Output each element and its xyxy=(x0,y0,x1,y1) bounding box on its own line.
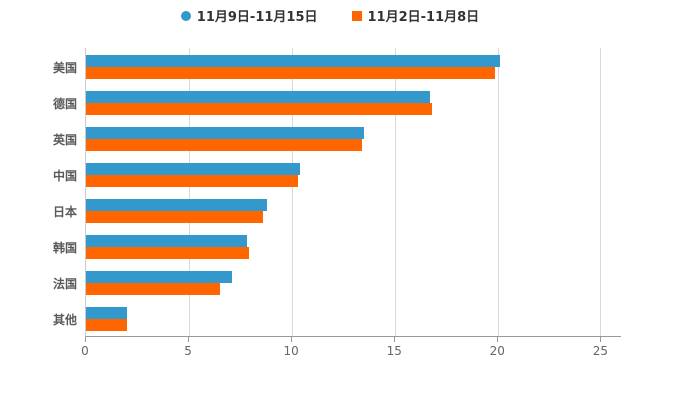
bar-group xyxy=(86,156,621,192)
x-tick-label: 25 xyxy=(592,344,609,358)
x-tick xyxy=(291,337,293,342)
category-label: 韩国 xyxy=(52,241,77,256)
legend-circle-marker-icon xyxy=(180,10,191,21)
bar xyxy=(86,127,364,139)
category-label: 日本 xyxy=(52,205,77,220)
legend-item-week2[interactable]: 11月9日-11月15日 xyxy=(180,6,318,25)
gridline xyxy=(394,48,396,336)
bar-group xyxy=(86,120,621,156)
legend-label: 11月9日-11月15日 xyxy=(196,10,318,25)
chart-legend: 11月9日-11月15日 11月2日-11月8日 xyxy=(0,6,660,25)
bar xyxy=(86,67,496,79)
bar xyxy=(86,55,500,67)
legend-item-week1[interactable]: 11月2日-11月8日 xyxy=(351,6,480,25)
bar xyxy=(86,139,362,151)
category-label: 中国 xyxy=(52,168,77,183)
x-tick xyxy=(394,337,396,342)
y-axis-category-labels: 美国德国英国中国日本韩国法国其他 xyxy=(0,48,85,337)
category-label: 德国 xyxy=(52,96,77,111)
gridline xyxy=(291,48,293,336)
bar xyxy=(86,199,268,211)
bar-group xyxy=(86,192,621,228)
gridline xyxy=(600,48,602,336)
category-label: 美国 xyxy=(52,60,77,75)
bar xyxy=(86,235,247,247)
bar xyxy=(86,271,233,283)
plot-area xyxy=(85,48,621,337)
bar-rows xyxy=(86,48,621,336)
bar xyxy=(86,247,249,259)
bar xyxy=(86,103,432,115)
x-tick-label: 10 xyxy=(283,344,299,358)
x-tick xyxy=(188,337,190,342)
bar xyxy=(86,163,300,175)
bar xyxy=(86,283,220,295)
bar xyxy=(86,319,128,331)
bar-group xyxy=(86,228,621,264)
x-tick xyxy=(85,337,86,342)
x-axis: 0 5 10 15 20 25 xyxy=(81,337,621,361)
bar xyxy=(86,175,298,187)
gridline xyxy=(188,48,190,336)
x-tick-label: 0 xyxy=(81,344,89,358)
x-tick-label: 20 xyxy=(489,344,505,358)
bar-group xyxy=(86,264,621,300)
category-label: 其他 xyxy=(52,313,77,328)
legend-square-marker-icon xyxy=(351,10,362,21)
x-tick-label: 15 xyxy=(386,344,402,358)
x-tick-label: 5 xyxy=(184,344,192,358)
bar-group xyxy=(86,48,621,84)
gridline xyxy=(497,48,499,336)
legend-label: 11月2日-11月8日 xyxy=(367,10,480,25)
bar-group xyxy=(86,84,621,120)
category-label: 英国 xyxy=(52,132,77,147)
x-tick xyxy=(600,337,602,342)
bar xyxy=(86,307,128,319)
bar xyxy=(86,211,263,223)
plot-body: 美国德国英国中国日本韩国法国其他 xyxy=(0,48,621,337)
x-tick xyxy=(497,337,499,342)
bar-group xyxy=(86,300,621,336)
bar xyxy=(86,91,430,103)
category-label: 法国 xyxy=(52,277,77,292)
